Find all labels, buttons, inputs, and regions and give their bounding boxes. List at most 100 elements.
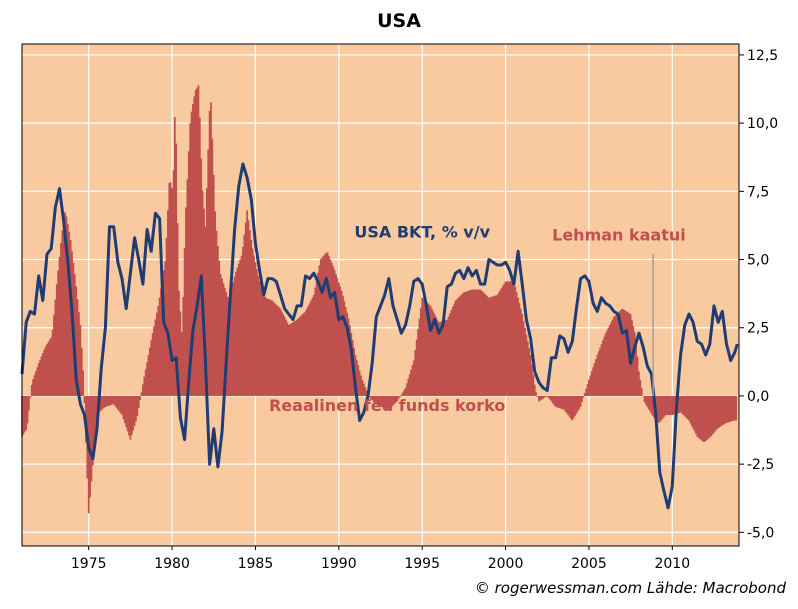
fed-funds-bar xyxy=(732,395,735,421)
fed-funds-bar xyxy=(479,289,482,396)
fed-funds-bar xyxy=(142,384,144,396)
fed-funds-bar xyxy=(50,337,53,396)
fed-funds-bar xyxy=(178,290,180,396)
fed-funds-bar xyxy=(325,252,328,396)
fed-funds-bar xyxy=(720,395,722,427)
fed-funds-bar xyxy=(132,395,135,431)
fed-funds-bar xyxy=(344,307,347,396)
fed-funds-bar xyxy=(243,234,246,396)
fed-funds-bar xyxy=(735,395,738,421)
fed-funds-bar xyxy=(318,265,321,396)
fed-funds-bar xyxy=(695,395,697,435)
fed-funds-bar xyxy=(620,310,622,396)
fed-funds-bar xyxy=(264,296,267,396)
fed-funds-bar xyxy=(618,311,621,396)
fed-funds-bar xyxy=(389,395,392,409)
fed-funds-bar xyxy=(360,375,362,396)
fed-funds-bar xyxy=(322,255,325,396)
fed-funds-bar xyxy=(613,316,615,396)
fed-funds-bar xyxy=(349,325,351,396)
fed-funds-bar xyxy=(75,286,78,396)
fed-funds-bar xyxy=(660,395,663,421)
fed-funds-bar xyxy=(617,312,619,396)
fed-funds-bar xyxy=(107,395,109,406)
plot-border xyxy=(21,43,740,547)
fed-funds-bar xyxy=(525,334,528,396)
fed-funds-bar xyxy=(382,395,385,408)
fed-funds-bar xyxy=(460,295,462,396)
fed-funds-bar xyxy=(658,395,661,423)
fed-funds-bar xyxy=(703,395,706,443)
fed-funds-bar xyxy=(689,395,692,424)
fed-funds-bar xyxy=(387,395,390,410)
fed-funds-bar xyxy=(180,331,183,396)
fed-funds-bar xyxy=(597,351,600,396)
fed-funds-bar xyxy=(663,395,665,418)
fed-funds-bar xyxy=(456,299,458,396)
fed-funds-bar xyxy=(331,262,333,396)
fed-funds-bar xyxy=(112,395,115,405)
fed-funds-bar xyxy=(283,316,286,396)
fed-funds-bar xyxy=(610,322,613,396)
fed-funds-bar xyxy=(333,270,336,396)
fed-funds-bar xyxy=(561,395,564,410)
fed-funds-bar xyxy=(265,298,268,396)
fed-funds-bar xyxy=(517,297,519,396)
fed-funds-bar xyxy=(642,395,644,397)
fed-funds-bar xyxy=(175,143,178,396)
fed-funds-bar xyxy=(458,296,461,396)
fed-funds-bar xyxy=(493,295,496,396)
fed-funds-bar xyxy=(339,286,342,396)
fed-funds-bar xyxy=(369,395,372,399)
fed-funds-bar xyxy=(582,395,585,398)
fed-funds-bar xyxy=(269,299,272,396)
fed-funds-bar xyxy=(425,301,428,396)
fed-funds-bar xyxy=(503,283,506,396)
fed-funds-bar xyxy=(668,395,671,416)
fed-funds-bar xyxy=(528,348,531,396)
fed-funds-bar xyxy=(481,290,483,396)
fed-funds-bar xyxy=(410,369,412,396)
fed-funds-bar xyxy=(545,395,547,397)
fed-funds-bar xyxy=(574,395,576,416)
fed-funds-bar xyxy=(37,363,40,396)
fed-funds-bar xyxy=(472,289,475,396)
fed-funds-bar xyxy=(300,315,303,396)
fed-funds-bar xyxy=(482,292,485,396)
fed-funds-bar xyxy=(722,395,725,425)
fed-funds-bar xyxy=(224,287,226,396)
fed-funds-bar xyxy=(531,364,533,396)
fed-funds-bar xyxy=(347,318,350,396)
fed-funds-bar xyxy=(103,395,105,408)
fed-funds-bar xyxy=(29,395,32,398)
fed-funds-bar xyxy=(633,332,636,396)
fed-funds-bar xyxy=(706,395,708,440)
fed-funds-bar xyxy=(143,376,146,396)
source-credit: © rogerwessman.com Lähde: Macrobond xyxy=(474,579,786,597)
fed-funds-bar xyxy=(272,301,275,396)
fed-funds-bar xyxy=(22,395,25,435)
fed-funds-bar xyxy=(661,395,664,419)
fed-funds-bar xyxy=(100,395,103,411)
fed-funds-bar xyxy=(536,395,539,397)
fed-funds-bar xyxy=(78,312,80,396)
fed-funds-bar xyxy=(364,387,367,396)
fed-funds-bar xyxy=(589,375,592,396)
fed-funds-bar xyxy=(540,395,543,400)
fed-funds-bar xyxy=(700,395,703,441)
fed-funds-bar xyxy=(36,367,39,396)
fed-funds-bar xyxy=(160,288,162,396)
fed-funds-bar xyxy=(285,319,287,396)
y-tick-label: 12,5 xyxy=(747,48,778,64)
fed-funds-bar xyxy=(729,395,732,422)
fed-funds-bar xyxy=(622,309,625,396)
fed-funds-bar xyxy=(488,297,490,396)
fed-funds-bar xyxy=(557,395,560,408)
fed-funds-bar xyxy=(23,395,26,433)
fed-funds-bar xyxy=(68,231,71,396)
fed-funds-bar xyxy=(290,323,293,396)
fed-funds-bar xyxy=(596,355,599,396)
fed-funds-bar xyxy=(583,393,586,396)
fed-funds-bar xyxy=(246,210,248,396)
fed-funds-bar xyxy=(704,395,707,441)
